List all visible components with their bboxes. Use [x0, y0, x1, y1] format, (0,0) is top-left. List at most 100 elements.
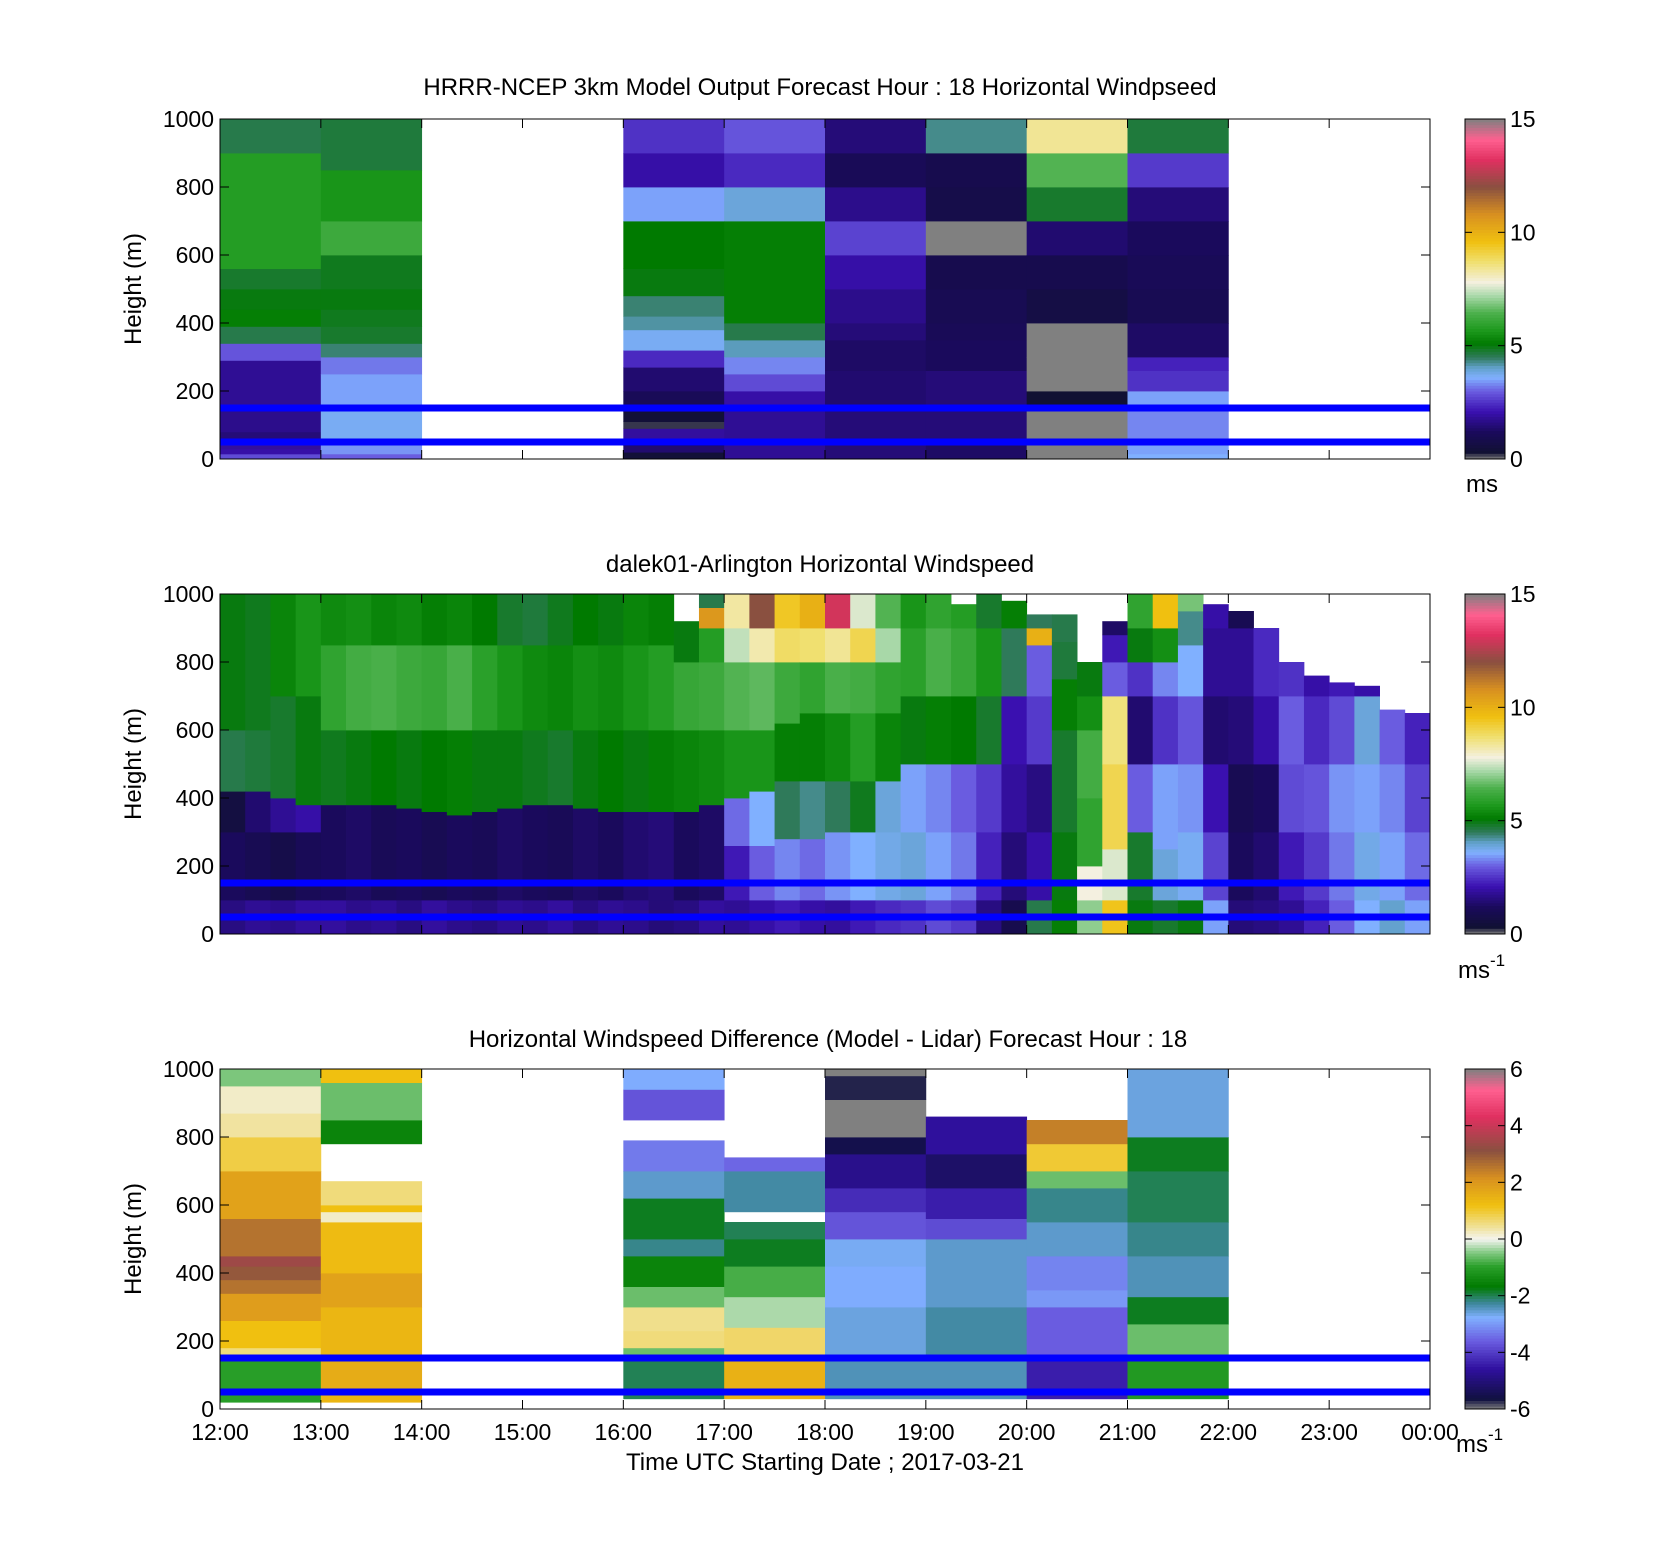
heatmap-cell	[598, 811, 624, 901]
y-axis-label: Height (m)	[120, 233, 147, 345]
colorbar-segment	[1465, 880, 1505, 884]
heatmap-cell	[220, 326, 322, 344]
heatmap-cell	[724, 1296, 826, 1328]
colorbar-segment	[1465, 837, 1505, 841]
heatmap-cell	[220, 791, 246, 833]
colorbar-segment	[1465, 741, 1505, 745]
colorbar-segment	[1465, 1284, 1505, 1288]
colorbar-unit: ms-1	[1458, 951, 1505, 984]
y-tick-label: 0	[201, 921, 214, 947]
colorbar-segment	[1465, 730, 1505, 734]
colorbar-segment	[1465, 1315, 1505, 1319]
heatmap-cell	[900, 832, 927, 901]
colorbar-segment	[1465, 164, 1505, 168]
y-tick-label: 1000	[163, 106, 214, 132]
colorbar-segment	[1465, 611, 1505, 615]
heatmap-cell	[623, 445, 725, 453]
heatmap-cell	[724, 628, 750, 663]
heatmap-cell	[724, 153, 826, 188]
colorbar-segment	[1465, 826, 1505, 830]
colorbar-tick-label: -4	[1510, 1339, 1531, 1365]
heatmap-cell	[825, 1211, 927, 1240]
heatmap-cell	[1152, 764, 1179, 850]
colorbar-segment	[1465, 232, 1505, 236]
colorbar-tick-label: 5	[1510, 808, 1523, 834]
colorbar-segment	[1465, 724, 1505, 728]
colorbar-segment	[1465, 263, 1505, 267]
colorbar-segment	[1465, 727, 1505, 731]
colorbar-segment	[1465, 857, 1505, 861]
colorbar-segment	[1465, 1298, 1505, 1302]
heatmap-cell	[623, 411, 725, 422]
heatmap-cell	[623, 428, 725, 439]
heatmap-cell	[1026, 289, 1128, 324]
heatmap-cell	[673, 730, 700, 812]
heatmap-cell	[1203, 696, 1229, 765]
heatmap-cell	[1026, 1143, 1128, 1172]
colorbar-segment	[1465, 656, 1505, 660]
heatmap-cell	[1026, 153, 1128, 188]
x-tick-label: 22:00	[1200, 1419, 1258, 1445]
heatmap-cell	[245, 791, 271, 833]
reference-lines	[220, 1354, 1430, 1396]
heatmap-cell	[623, 268, 725, 297]
x-tick-label: 18:00	[796, 1419, 854, 1445]
colorbar-segment	[1465, 286, 1505, 290]
colorbar-segment	[1465, 1168, 1505, 1172]
heatmap-cell	[976, 628, 1002, 697]
x-tick-label: 00:00	[1401, 1419, 1459, 1445]
heatmap-cell	[1152, 628, 1179, 663]
x-tick-label: 12:00	[191, 1419, 249, 1445]
colorbar-segment	[1465, 337, 1505, 341]
heatmap-cell	[749, 730, 775, 792]
colorbar-segment	[1465, 266, 1505, 270]
colorbar-segment	[1465, 354, 1505, 358]
x-axis	[219, 119, 1431, 459]
colorbar-segment	[1465, 119, 1505, 123]
heatmap-cell	[623, 350, 725, 368]
colorbar-segment	[1465, 342, 1505, 347]
colorbar-segment	[1465, 178, 1505, 182]
colorbar-segment	[1465, 798, 1505, 802]
heatmap-cell	[220, 431, 322, 441]
heatmap-cell	[925, 340, 1028, 371]
heatmap-cell	[497, 808, 523, 901]
colorbar-segment	[1465, 931, 1505, 935]
heatmap-cell	[220, 1171, 322, 1219]
colorbar-segment	[1465, 405, 1505, 409]
heatmap-cell	[774, 838, 801, 901]
heatmap-cell	[925, 1218, 1028, 1240]
colorbar-segment	[1465, 187, 1505, 191]
heatmap-cell	[925, 1116, 1028, 1155]
y-tick-label: 1000	[163, 581, 214, 607]
colorbar-segment	[1465, 619, 1505, 623]
colorbar-segment	[1465, 1165, 1505, 1169]
x-tick-label: 19:00	[897, 1419, 955, 1445]
heatmap-cell	[346, 645, 372, 731]
colorbar-tick-label: 6	[1510, 1056, 1523, 1082]
heatmap-cell	[1127, 289, 1229, 324]
colorbar-segment	[1465, 1375, 1505, 1379]
x-axis: 12:00 13:00 14:00 15:00 16:00 17:00 18:00 19:00…	[191, 1069, 1459, 1445]
colorbar-segment	[1465, 422, 1505, 426]
heatmap-cell	[421, 594, 448, 646]
heatmap-cell	[220, 153, 322, 269]
heatmap-cell	[1127, 1137, 1229, 1172]
heatmap-cell	[825, 1239, 927, 1267]
heatmap-cell	[295, 804, 322, 833]
y-tick-label: 200	[176, 378, 214, 404]
heatmap-cell	[220, 408, 322, 433]
colorbar-segment	[1465, 167, 1505, 171]
colorbar-segment	[1465, 812, 1505, 816]
colorbar-segment	[1465, 919, 1505, 924]
y-tick-label: 400	[176, 1260, 214, 1286]
colorbar-segment	[1465, 1125, 1505, 1129]
colorbar-segment	[1465, 747, 1505, 751]
colorbar-segment	[1465, 1355, 1505, 1359]
heatmap-cell	[320, 343, 423, 358]
colorbar-segment	[1465, 696, 1505, 700]
colorbar-segment	[1465, 1071, 1505, 1076]
heatmap-cell	[1026, 764, 1053, 833]
colorbar-segment	[1465, 1338, 1505, 1342]
heatmap-cell	[1001, 764, 1028, 833]
